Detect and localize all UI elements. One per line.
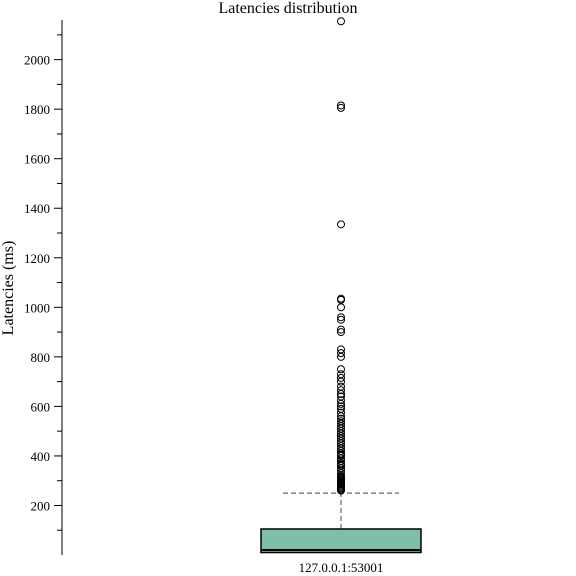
outlier-point [337, 103, 345, 112]
outlier-point [337, 417, 345, 426]
outlier-point [337, 325, 345, 334]
iqr-box [260, 528, 422, 554]
outlier-layer [337, 17, 345, 495]
y-tick-label: 400 [31, 449, 51, 464]
y-tick-label: 1000 [24, 300, 50, 315]
chart-title: Latencies distribution [218, 0, 357, 17]
outlier-point [337, 373, 345, 382]
outlier-point [337, 386, 345, 395]
outlier-point [337, 303, 345, 312]
outlier-point [337, 396, 345, 405]
outlier-point [337, 402, 345, 411]
outlier-point [337, 404, 345, 413]
y-tick-label: 2000 [24, 53, 50, 68]
outlier-point [337, 17, 345, 26]
outlier-point [337, 345, 345, 354]
outlier-point [337, 392, 345, 401]
x-tick-label: 127.0.0.1:53001 [299, 560, 384, 575]
outlier-point [337, 313, 345, 322]
outlier-point [337, 370, 345, 379]
y-axis-label: Latencies (ms) [0, 241, 17, 336]
y-tick-label: 1600 [24, 152, 50, 167]
outlier-point [337, 101, 345, 110]
y-tick-label: 1400 [24, 201, 50, 216]
outlier-point [337, 365, 345, 374]
y-tick-label: 1200 [24, 251, 50, 266]
outlier-point [337, 315, 345, 324]
y-tick-label: 800 [31, 350, 51, 365]
y-tick-label: 200 [31, 498, 51, 513]
box-layer [260, 492, 422, 554]
y-tick-label: 1800 [24, 102, 50, 117]
outlier-point [337, 328, 345, 337]
outlier-point [337, 349, 345, 358]
outlier-point [337, 414, 345, 423]
outlier-point [337, 294, 345, 303]
y-tick-label: 600 [31, 399, 51, 414]
y-axis: 200 400 600 800 1000 1200 1400 1600 1800 2000 [24, 34, 62, 531]
outlier-point [337, 408, 345, 417]
outlier-point [337, 220, 345, 229]
x-axis: 127.0.0.1:53001 [299, 560, 384, 575]
outlier-point [337, 382, 345, 391]
